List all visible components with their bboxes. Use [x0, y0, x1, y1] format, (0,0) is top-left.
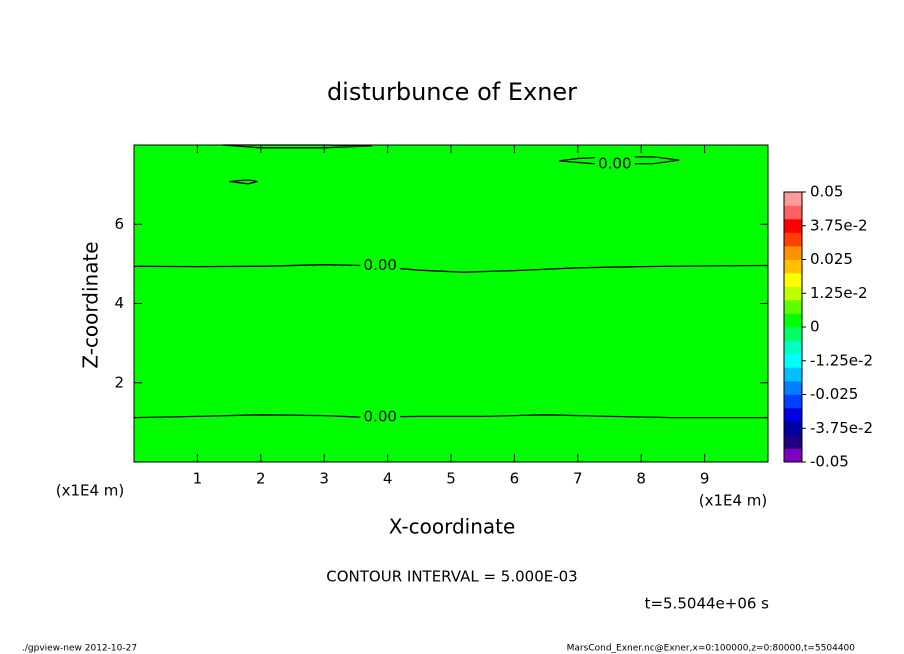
- colorbar-band: [784, 246, 802, 260]
- x-axis-label: X-coordinate: [389, 515, 516, 539]
- contour-label-bg: [360, 257, 401, 274]
- x-tick-label: 4: [383, 470, 393, 488]
- x-tick-label: 7: [573, 470, 583, 488]
- colorbar-tick-label: 1.25e-2: [810, 284, 868, 302]
- x-tick-label: 6: [510, 470, 520, 488]
- colorbar-band: [784, 232, 802, 247]
- colorbar-tick-label: 0: [810, 318, 820, 336]
- contour-label: 0.00: [364, 408, 397, 426]
- colorbar-band: [784, 394, 802, 409]
- x-tick-label: 5: [446, 470, 456, 488]
- colorbar-band: [784, 192, 802, 206]
- colorbar-band: [784, 259, 802, 274]
- footer-right: MarsCond_Exner.nc@Exner,x=0:100000,z=0:8…: [567, 644, 856, 654]
- colorbar-band: [784, 448, 802, 463]
- colorbar-tick-label: 3.75e-2: [810, 216, 868, 234]
- colorbar-band: [784, 435, 802, 449]
- colorbar-tick-label: 0.025: [810, 250, 853, 268]
- colorbar-band: [784, 205, 802, 220]
- y-tick-label: 6: [114, 215, 124, 233]
- contour-label-bg: [360, 409, 401, 426]
- colorbar-tick-label: -3.75e-2: [810, 419, 873, 437]
- contour-line: [229, 179, 258, 185]
- colorbar-band: [784, 313, 802, 328]
- x-tick-label: 1: [193, 470, 203, 488]
- colorbar-tick-label: -0.025: [810, 385, 858, 403]
- y-axis-label: Z-coordinate: [79, 241, 103, 368]
- colorbar-band: [784, 300, 802, 314]
- field: [134, 145, 768, 462]
- contour-label: 0.00: [364, 256, 397, 274]
- colorbar-band: [784, 219, 802, 233]
- x-tick-label: 9: [700, 470, 710, 488]
- colorbar-band: [784, 354, 802, 368]
- footer-left: ./gpview-new 2012-10-27: [22, 644, 137, 654]
- chart-title: disturbunce of Exner: [327, 78, 577, 106]
- colorbar-band: [784, 327, 802, 341]
- y-tick-label: 2: [114, 373, 124, 391]
- contour-label-bg: [594, 156, 635, 173]
- colorbar-tick-label: -1.25e-2: [810, 351, 873, 369]
- colorbar-band: [784, 408, 802, 422]
- time-label: t=5.5044e+06 s: [645, 595, 770, 613]
- y-unit: (x1E4 m): [56, 482, 125, 500]
- y-tick-label: 4: [114, 294, 124, 312]
- colorbar-tick-label: -0.05: [810, 453, 849, 471]
- colorbar-band: [784, 421, 802, 436]
- x-tick-label: 8: [636, 470, 646, 488]
- colorbar-band: [784, 340, 802, 355]
- colorbar-band: [784, 367, 802, 382]
- contour-interval: CONTOUR INTERVAL = 5.000E-03: [326, 568, 577, 586]
- x-tick-label: 2: [256, 470, 266, 488]
- colorbar-band: [784, 286, 802, 301]
- contour-line: [133, 264, 769, 273]
- x-tick-label: 3: [319, 470, 329, 488]
- colorbar-band: [784, 381, 802, 395]
- colorbar-band: [784, 273, 802, 287]
- x-unit: (x1E4 m): [699, 492, 768, 510]
- colorbar-tick-label: 0.05: [810, 183, 843, 201]
- contour-line: [133, 414, 768, 419]
- contour-label: 0.00: [598, 155, 631, 173]
